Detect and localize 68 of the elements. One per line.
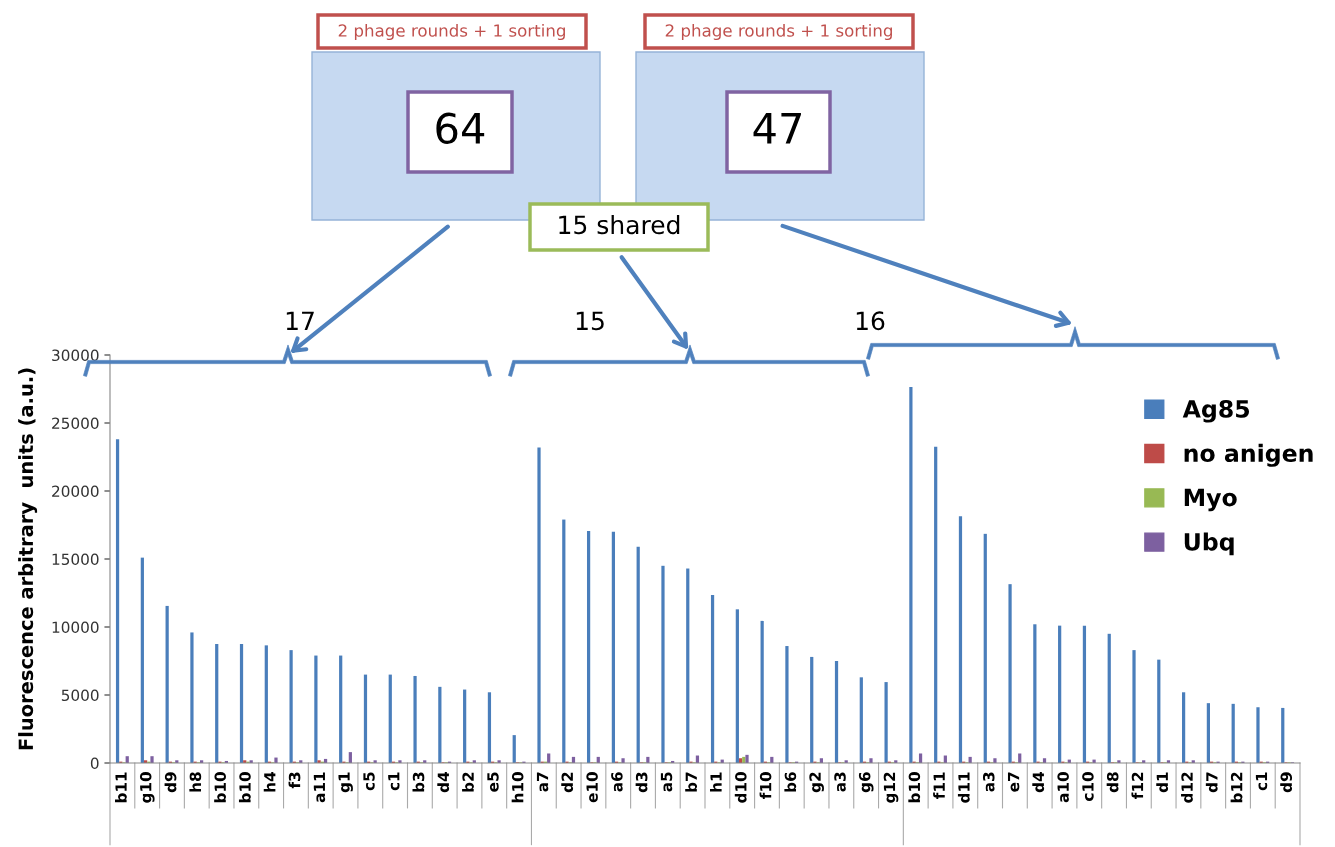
text: 15	[576, 311, 604, 331]
text: 47	[753, 113, 801, 144]
legend-label: no anigen	[1184, 443, 1313, 467]
x-tick-label: d3	[635, 772, 648, 793]
x-tick-label: d11	[957, 772, 970, 803]
x-tick-label: a6	[611, 772, 623, 792]
x-tick-label: a11	[313, 772, 326, 803]
y-axis-title: Fluorescence arbitrary units (a.u.)	[18, 368, 38, 750]
y-tick-label: 5000	[61, 689, 99, 702]
x-tick-label: d9	[164, 772, 177, 793]
y-tick-label: 25000	[52, 417, 99, 430]
x-tick-label: g2	[809, 772, 824, 793]
x-tick-label: d9	[1280, 772, 1293, 793]
x-tick-label: g1	[338, 772, 353, 793]
x-tick-label: g10	[139, 772, 155, 803]
x-tick-label: h10	[511, 772, 524, 803]
x-tick-label: e7	[1007, 772, 1020, 792]
x-tick-label: d12	[1181, 772, 1193, 803]
x-tick-label: d2	[561, 772, 574, 793]
x-tick-label: d1	[1156, 772, 1169, 793]
x-tick-label: b12	[1230, 772, 1243, 803]
y-tick-label: 30000	[52, 349, 99, 362]
x-tick-label: d8	[1106, 772, 1119, 793]
x-tick-label: h8	[189, 772, 202, 792]
x-tick-label: b11	[115, 772, 127, 803]
x-tick-label: c1	[1255, 772, 1268, 791]
x-tick-label: d7	[1205, 772, 1218, 793]
x-tick-label: e10	[586, 772, 598, 803]
legend-label: Ubq	[1184, 532, 1234, 556]
y-tick-label: 15000	[52, 553, 99, 566]
x-tick-label: b10	[214, 772, 226, 803]
text: 16	[856, 311, 885, 331]
x-tick-label: c5	[363, 772, 375, 791]
legend-label: Myo	[1184, 488, 1237, 512]
x-tick-label: a10	[1057, 772, 1069, 803]
x-tick-label: g6	[858, 772, 874, 793]
x-tick-label: f3	[288, 772, 301, 789]
x-tick-label: c10	[1082, 772, 1094, 801]
x-tick-label: b7	[685, 772, 698, 792]
text: 2 phage rounds + 1 sorting	[338, 23, 565, 41]
text: 17	[286, 311, 314, 330]
x-tick-label: f12	[1131, 772, 1144, 799]
x-tick-label: b10	[908, 772, 921, 803]
y-tick-label: 0	[90, 757, 99, 770]
x-tick-label: h1	[710, 772, 722, 792]
x-tick-label: d10	[734, 772, 747, 803]
y-tick-label: 10000	[52, 621, 99, 634]
x-tick-label: a5	[660, 772, 673, 792]
x-tick-label: f11	[933, 772, 945, 799]
x-tick-label: d4	[437, 772, 450, 793]
x-tick-label: a3	[834, 772, 846, 792]
x-tick-label: b6	[784, 772, 797, 792]
text: 64	[436, 112, 485, 145]
x-tick-label: h4	[263, 772, 276, 792]
text: 15 shared	[559, 214, 680, 235]
x-tick-label: f10	[759, 772, 772, 799]
x-tick-label: b10	[238, 772, 251, 803]
x-tick-label: c1	[388, 772, 400, 791]
x-tick-label: g12	[883, 772, 899, 803]
x-tick-label: e5	[487, 772, 499, 792]
legend-label: Ag85	[1182, 399, 1250, 423]
x-tick-label: b2	[462, 772, 474, 792]
x-tick-label: b3	[412, 772, 425, 792]
x-tick-label: a3	[982, 772, 995, 792]
y-tick-label: 20000	[52, 485, 99, 498]
x-tick-label: d4	[1032, 772, 1045, 793]
text: 2 phage rounds + 1 sorting	[665, 23, 892, 41]
x-tick-label: a7	[536, 772, 549, 792]
